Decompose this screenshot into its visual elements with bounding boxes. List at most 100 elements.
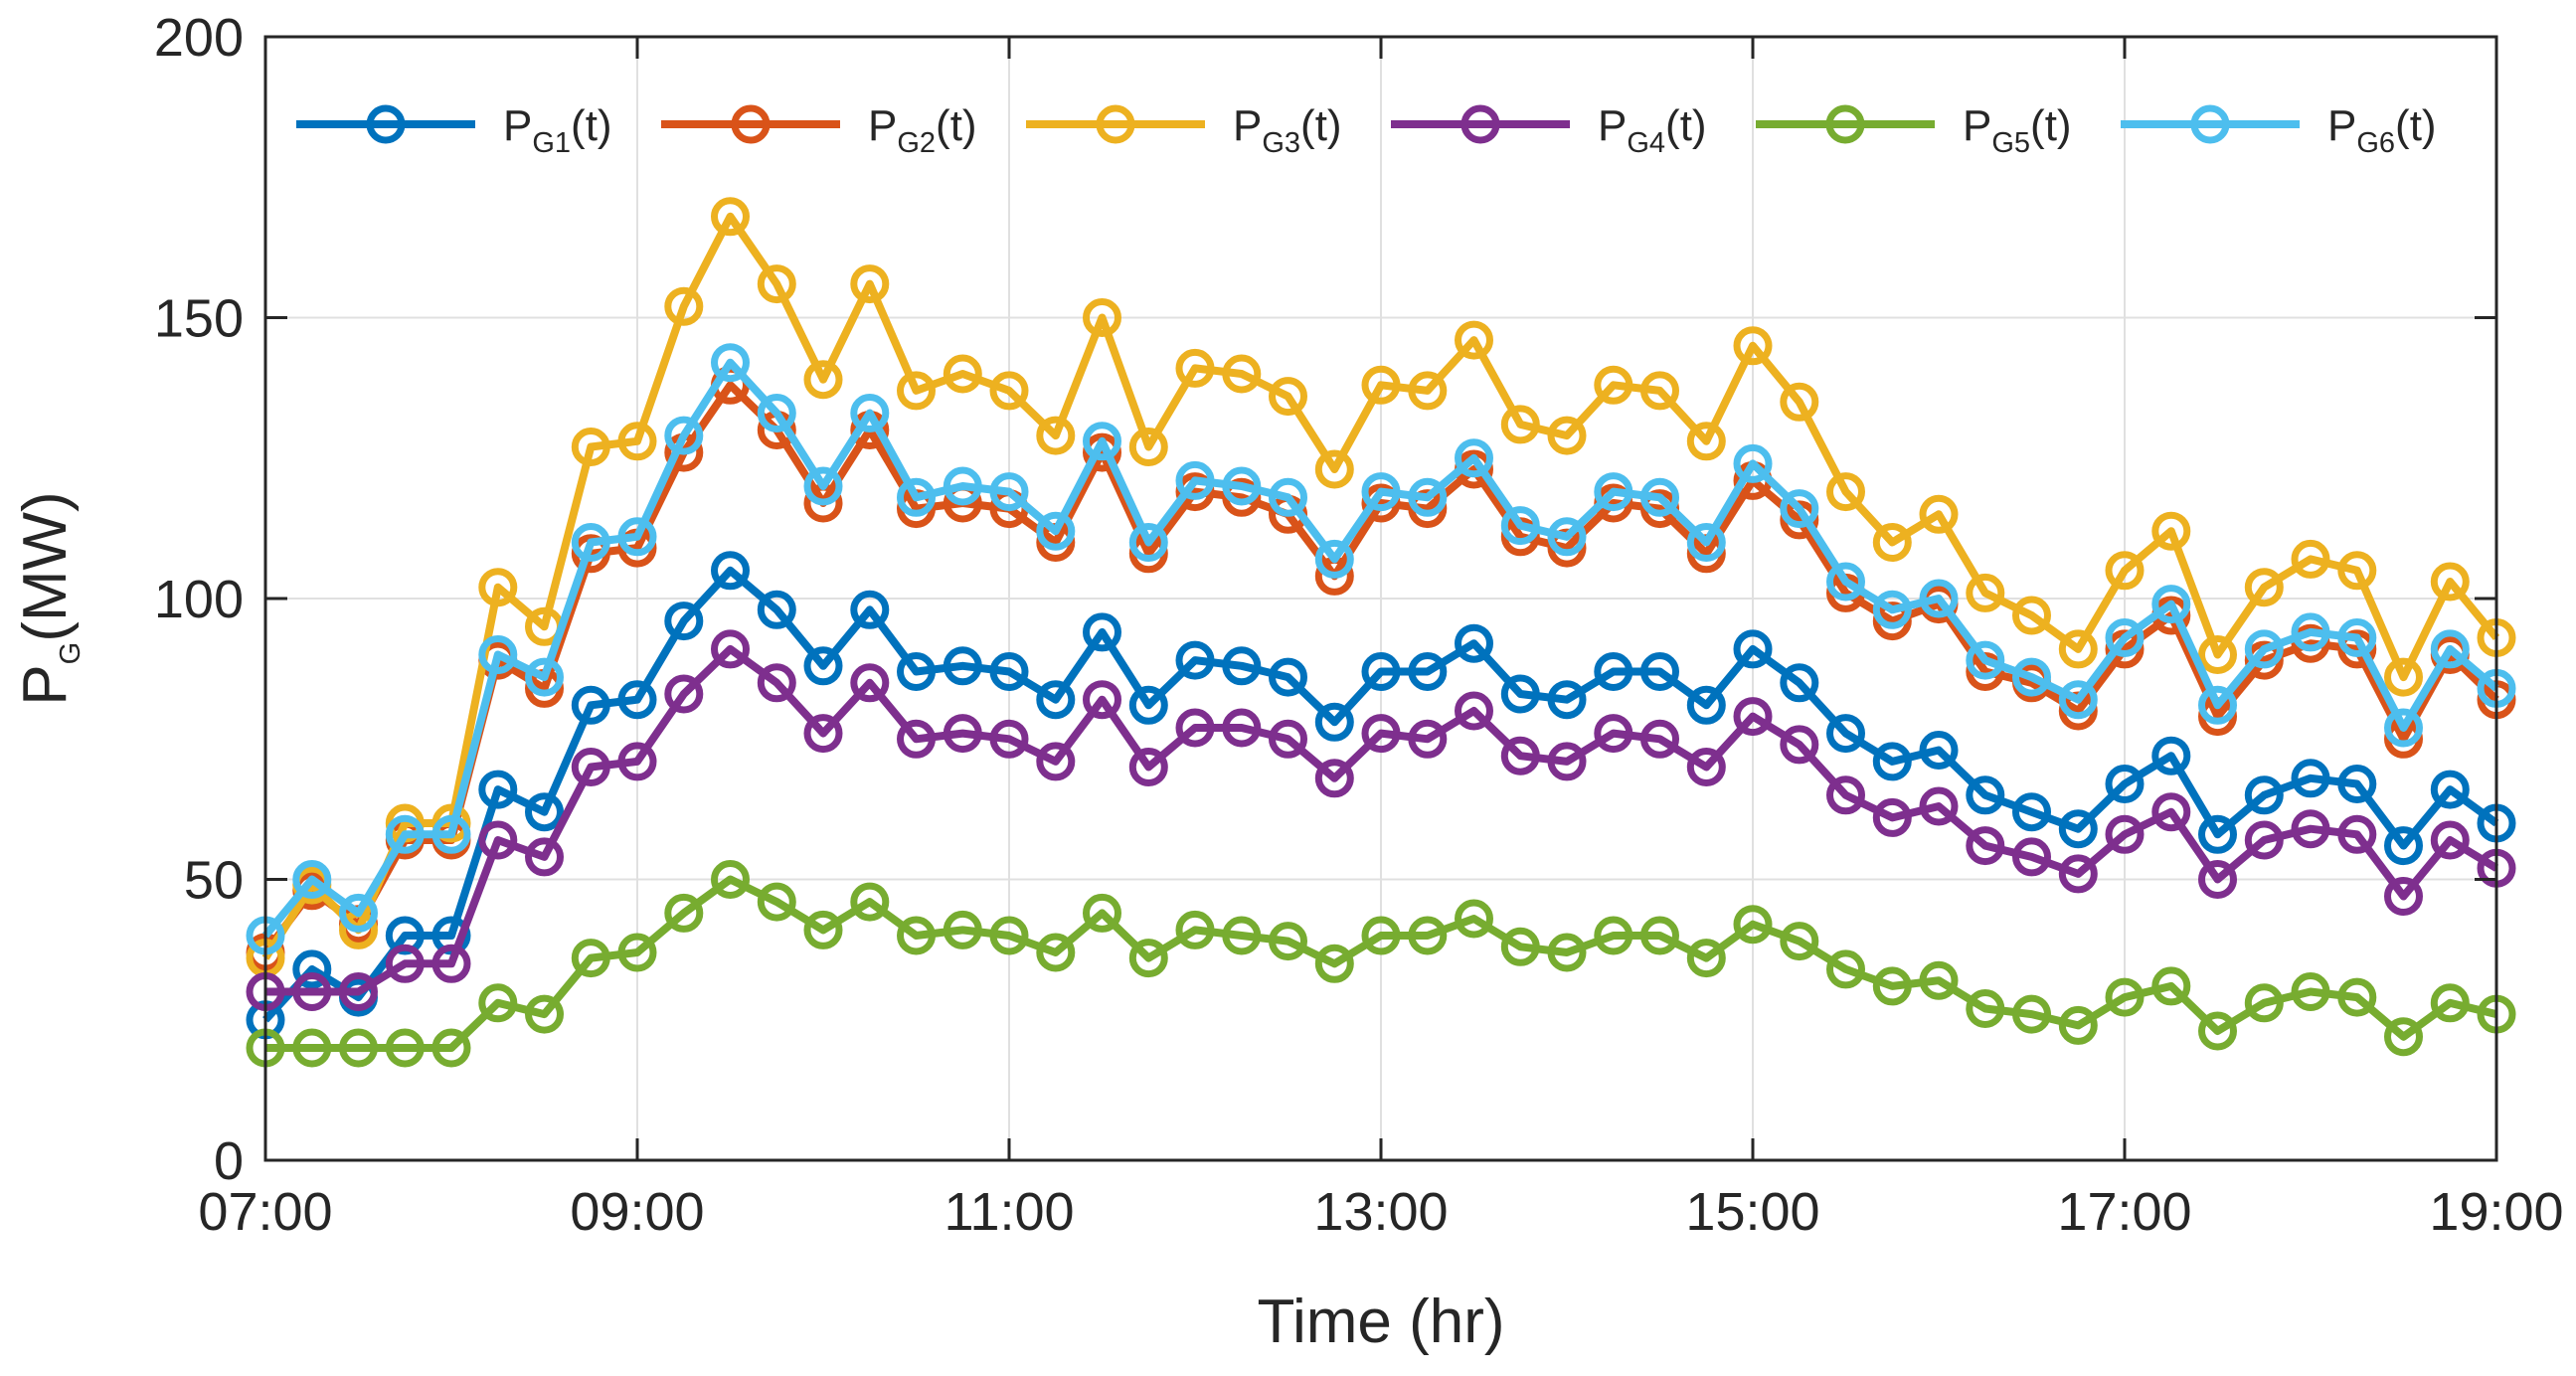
legend-item-6[interactable]: PG6(t): [2121, 101, 2437, 159]
data-point: [1128, 939, 1168, 978]
legend-item-4[interactable]: PG4(t): [1391, 101, 1707, 159]
x-tick-label: 15:00: [1685, 1182, 1819, 1242]
data-point: [1361, 916, 1401, 955]
data-point: [664, 602, 704, 641]
legend-item-3[interactable]: PG3(t): [1026, 101, 1342, 159]
data-point: [757, 264, 796, 304]
y-tick-label: 50: [184, 851, 244, 911]
data-point: [339, 1028, 378, 1068]
data-point: [1640, 652, 1679, 691]
legend-label-sub: G2: [897, 127, 936, 159]
data-point: [1314, 702, 1354, 742]
legend-marker: [1460, 104, 1500, 144]
data-point: [1175, 472, 1215, 512]
series-6: [246, 343, 2516, 955]
data-point: [2291, 759, 2330, 798]
data-point: [711, 860, 750, 899]
data-point: [803, 714, 843, 754]
data-point: [1314, 759, 1354, 798]
data-point: [1175, 708, 1215, 748]
data-point: [2337, 551, 2377, 591]
data-point: [850, 590, 890, 629]
data-point: [1640, 371, 1679, 411]
legend-item-5[interactable]: PG5(t): [1756, 101, 2072, 159]
data-point: [525, 792, 564, 832]
y-axis-title: PG(MW): [11, 491, 86, 705]
legend-label-rest: (t): [1665, 101, 1707, 150]
y-tick-label: 100: [154, 570, 244, 629]
data-point: [292, 860, 332, 899]
y-axis-ticks: 0 50 100 150 200: [154, 8, 2496, 1191]
data-point: [385, 1028, 425, 1068]
data-point: [1361, 714, 1401, 754]
data-point: [1222, 466, 1262, 506]
data-point: [2198, 860, 2237, 899]
data-point: [1686, 748, 1726, 786]
data-point: [1361, 472, 1401, 512]
data-point: [2337, 814, 2377, 854]
legend-item-2[interactable]: PG2(t): [661, 101, 977, 159]
data-point: [1872, 523, 1912, 562]
data-point: [525, 837, 564, 877]
data-point: [1780, 382, 1819, 422]
data-point: [1686, 523, 1726, 562]
data-point: [571, 939, 610, 978]
data-point: [2105, 765, 2145, 803]
data-point: [1083, 893, 1121, 933]
data-point: [1222, 916, 1262, 955]
data-point: [431, 944, 471, 983]
legend-item-1[interactable]: PG1(t): [296, 101, 612, 159]
data-point: [1826, 949, 1865, 989]
data-point: [1408, 916, 1448, 955]
data-point: [2012, 792, 2051, 832]
data-point: [1408, 719, 1448, 759]
data-point: [2198, 685, 2237, 725]
data-point: [1919, 786, 1959, 826]
legend-label: PG5(t): [1963, 101, 2072, 159]
data-point: [2244, 640, 2284, 680]
data-point: [943, 910, 982, 949]
data-point: [478, 983, 518, 1023]
data-point: [2337, 618, 2377, 657]
data-point: [1872, 590, 1912, 629]
data-point: [2012, 657, 2051, 697]
data-point: [943, 646, 982, 686]
legend-label-rest: (t): [2030, 101, 2072, 150]
data-point: [2430, 983, 2470, 1023]
data-point: [897, 477, 936, 517]
data-point: [1594, 916, 1633, 955]
data-point: [803, 360, 843, 400]
data-point: [1036, 742, 1076, 781]
data-point: [989, 371, 1029, 411]
data-point: [664, 674, 704, 714]
x-tick-label: 13:00: [1313, 1182, 1448, 1242]
data-point: [2291, 539, 2330, 579]
data-point: [2105, 814, 2145, 854]
data-point: [1919, 731, 1959, 770]
legend-label-sub: G3: [1262, 127, 1300, 159]
legend-label-rest: (t): [936, 101, 977, 150]
data-point: [385, 944, 425, 983]
data-point: [292, 949, 332, 989]
data-point: [2337, 629, 2377, 669]
data-point: [617, 517, 657, 557]
legend-label-main: P: [1233, 101, 1262, 150]
y-axis-title-rest: (MW): [11, 491, 80, 641]
legend-label-main: P: [2327, 101, 2356, 150]
data-point: [757, 394, 796, 432]
data-point: [1222, 646, 1262, 686]
data-point: [1640, 719, 1679, 759]
data-point: [1083, 422, 1121, 461]
data-point: [2198, 635, 2237, 674]
data-point: [1455, 691, 1493, 731]
data-point: [897, 719, 936, 759]
data-point: [2058, 680, 2098, 720]
data-point: [1175, 460, 1215, 500]
data-point: [1361, 365, 1401, 405]
legend[interactable]: PG1(t) PG2(t) PG3(t) PG4(t) PG5(t) PG6(t): [296, 101, 2437, 159]
y-tick-label: 0: [214, 1131, 244, 1191]
data-point: [617, 422, 657, 461]
data-point: [1966, 826, 2005, 866]
data-point: [1083, 298, 1121, 337]
data-point: [571, 428, 610, 466]
